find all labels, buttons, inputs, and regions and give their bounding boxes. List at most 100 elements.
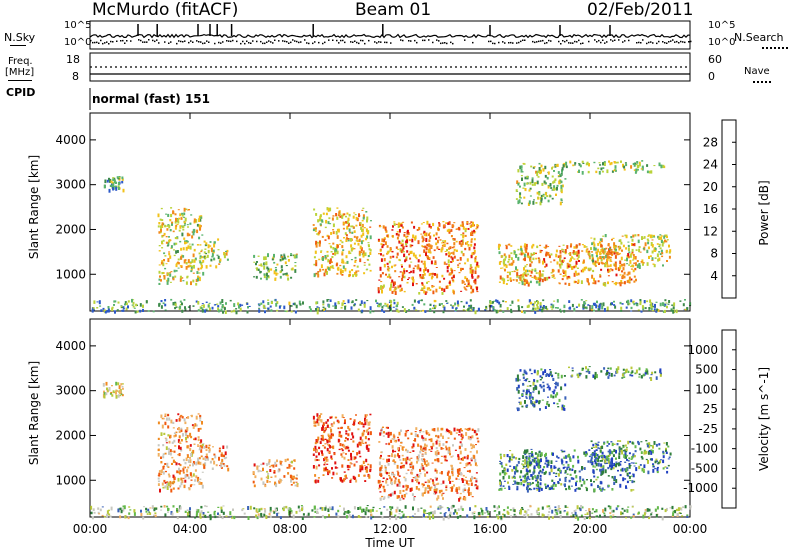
velocity-echo-cell [615,461,618,463]
power-echo-cell [427,249,430,253]
velocity-echo-cell [112,390,115,393]
power-echo-cell [507,244,510,246]
velocity-echo-cell [199,419,202,422]
nsearch-point [164,41,166,43]
velocity-echo-cell [367,421,370,426]
power-echo-cell [648,255,650,259]
power-echo-cell [613,251,616,255]
power-echo-cell [192,253,195,258]
power-echo-cell [442,221,445,223]
power-echo-cell [285,310,288,313]
power-echo-cell [623,165,626,169]
power-echo-cell [159,231,162,234]
velocity-echo-cell [381,495,384,498]
velocity-echo-cell [509,450,512,452]
velocity-echo-cell [199,442,202,444]
velocity-echo-cell [590,454,593,456]
power-echo-cell [403,232,406,234]
velocity-echo-cell [184,474,187,479]
velocity-echo-cell [521,405,524,408]
velocity-echo-cell [346,464,349,468]
velocity-echo-cell [353,463,356,467]
velocity-echo-cell [362,425,365,428]
power-echo-cell [403,233,406,237]
power-echo-cell [193,228,196,233]
velocity-echo-cell [437,482,440,485]
velocity-echo-cell [157,480,160,483]
velocity-echo-cell [410,457,413,459]
velocity-echo-cell [366,446,369,450]
velocity-echo-cell [568,366,570,369]
velocity-echo-cell [327,508,330,512]
nsearch-point [106,41,108,43]
velocity-echo-cell [630,489,633,492]
velocity-echo-cell [466,454,469,458]
velocity-echo-cell [471,457,474,460]
power-echo-cell [410,250,413,254]
power-echo-cell [648,170,651,174]
velocity-echo-cell [386,478,389,480]
power-echo-cell [613,242,616,246]
power-echo-cell [270,268,273,271]
power-echo-cell [347,299,350,304]
velocity-echo-cell [538,472,541,475]
power-echo-cell [439,239,442,241]
nsearch-point [122,39,124,42]
power-echo-cell [665,302,668,304]
velocity-echo-cell [538,459,541,464]
velocity-echo-cell [416,458,419,460]
power-echo-cell [165,213,168,215]
power-echo-cell [518,199,521,204]
power-echo-cell [160,261,163,265]
power-echo-cell [166,228,169,231]
power-echo-cell [495,309,498,314]
velocity-echo-cell [118,385,121,390]
beam-title: Beam 01 [355,0,432,20]
power-echo-cell [599,274,602,276]
velocity-echo-cell [195,424,198,427]
velocity-echo-cell [612,454,615,457]
velocity-echo-cell [119,395,122,397]
power-echo-cell [348,213,351,217]
power-echo-cell [469,264,472,267]
power-echo-cell [181,302,183,306]
velocity-echo-cell [223,454,225,457]
velocity-echo-cell [423,469,426,472]
nsearch-point [512,42,514,44]
power-echo-cell [511,300,514,304]
velocity-echo-cell [594,373,597,378]
velocity-echo-cell [443,455,446,458]
velocity-echo-cell [177,487,180,490]
velocity-echo-cell [448,476,451,478]
power-echo-cell [147,310,150,312]
velocity-echo-cell [364,436,367,440]
power-echo-cell [506,307,509,310]
velocity-echo-cell [544,472,547,475]
power-echo-cell [394,270,397,273]
power-echo-cell [431,275,434,278]
power-echo-cell [391,250,394,253]
power-echo-cell [135,303,138,307]
power-echo-cell [470,266,473,269]
power-echo-cell [448,281,451,285]
nsearch-point [510,41,512,44]
velocity-echo-cell [621,373,624,377]
velocity-echo-cell [600,455,603,459]
velocity-echo-cell [423,458,426,463]
velocity-echo-cell [383,488,386,493]
velocity-echo-cell [546,387,549,389]
velocity-echo-cell [317,422,320,426]
power-echo-cell [391,229,394,231]
power-echo-cell [152,310,155,313]
power-echo-cell [639,300,642,304]
velocity-echo-cell [655,443,658,447]
power-echo-cell [533,252,535,255]
power-echo-cell [350,306,353,310]
velocity-echo-cell [315,465,318,470]
power-echo-cell [406,250,409,253]
velocity-echo-cell [436,497,439,501]
power-echo-cell [607,265,610,267]
velocity-echo-cell [460,438,463,441]
velocity-echo-cell [355,414,357,416]
nsearch-point [364,42,366,45]
